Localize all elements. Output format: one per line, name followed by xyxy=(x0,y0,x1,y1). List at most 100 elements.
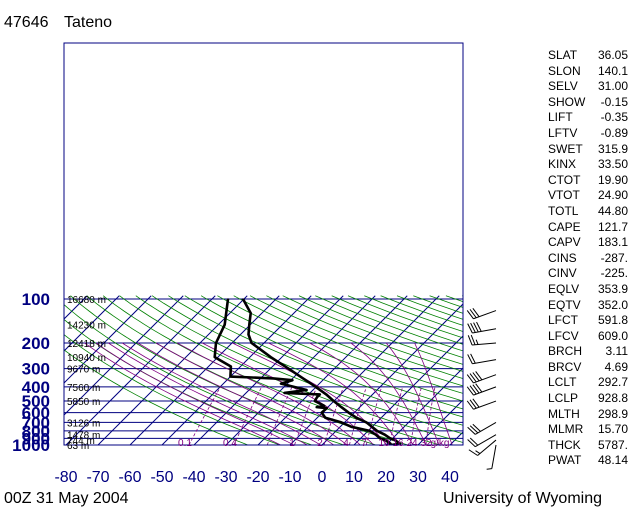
pressure-tick-label: 500 xyxy=(22,392,50,411)
moist-adiabat-6 xyxy=(137,342,335,445)
mixing-ratio-label: 0.1 xyxy=(178,438,192,449)
index-value: 928.8 xyxy=(597,391,628,406)
dewpoint-point xyxy=(215,342,217,344)
isotherm-20 xyxy=(385,367,463,445)
index-row-cinv: CINV -225. xyxy=(548,266,628,282)
index-value: 15.70 xyxy=(597,422,628,437)
mixing-ratio-line-16 xyxy=(389,386,403,445)
temperature-point xyxy=(249,312,252,314)
temperature-point xyxy=(242,298,244,300)
mixing-ratio-line-0_1 xyxy=(188,386,221,445)
mixing-ratio-label: 0.4 xyxy=(223,438,237,449)
index-name: MLMR xyxy=(548,422,584,437)
index-name: LFTV xyxy=(548,125,578,140)
index-row-totl: TOTL 44.80 xyxy=(548,204,628,220)
pressure-tick-label: 300 xyxy=(22,360,50,379)
dewpoint-point xyxy=(316,396,318,398)
mixing-ratio-line-7 xyxy=(349,386,367,445)
index-value: 5787. xyxy=(597,437,628,452)
isotherm--70 xyxy=(97,295,248,445)
dewpoint-point xyxy=(326,407,328,410)
index-value: 4.69 xyxy=(604,359,628,374)
mixing-ratio-line-4 xyxy=(323,386,344,445)
isotherm--80 xyxy=(65,295,216,445)
height-label: 9670 m xyxy=(67,365,100,376)
temperature-point xyxy=(394,439,396,441)
index-name: THCK xyxy=(548,437,581,452)
dewpoint-point xyxy=(227,298,229,300)
index-name: CINS xyxy=(548,250,577,265)
wind-barb xyxy=(466,383,497,396)
index-row-capv: CAPV 183.1 xyxy=(548,235,628,251)
temperature-tick-label: 0 xyxy=(318,469,327,486)
index-value: 315.9 xyxy=(597,141,628,156)
index-value: 591.8 xyxy=(597,313,628,328)
index-value: 183.1 xyxy=(597,235,628,250)
dewpoint-point xyxy=(272,377,275,380)
dry-adiabat-450 xyxy=(331,295,463,345)
index-value: 24.90 xyxy=(597,188,628,203)
index-name: SLAT xyxy=(548,48,578,62)
dewpoint-point xyxy=(319,393,321,396)
moist-adiabat--6 xyxy=(95,342,295,445)
temperature-point xyxy=(340,406,343,408)
temperature-point xyxy=(347,411,350,414)
station-id: 47646 xyxy=(4,14,49,31)
dewpoint-point xyxy=(350,426,353,428)
temperature-point xyxy=(248,323,251,326)
mixing-ratio-line-1 xyxy=(266,386,293,445)
temperature-point xyxy=(355,416,358,419)
pressure-tick-label: 400 xyxy=(22,378,50,397)
pressure-tick-label: 900 xyxy=(22,429,50,448)
index-row-eqlv: EQLV 353.9 xyxy=(548,282,628,298)
index-name: LFCT xyxy=(548,313,578,328)
wind-barb xyxy=(468,439,497,456)
index-name: LIFT xyxy=(548,110,573,125)
moist-adiabat-38 xyxy=(385,342,440,445)
temperature-point xyxy=(365,421,368,424)
index-name: CAPE xyxy=(548,219,581,234)
index-value: 31.00 xyxy=(597,79,628,94)
index-row-eqtv: EQTV 352.0 xyxy=(548,298,628,314)
index-value: 609.0 xyxy=(597,328,628,343)
index-name: BRCH xyxy=(548,344,583,359)
index-row-slat: SLAT 36.05 xyxy=(548,48,628,64)
index-row-mlmr: MLMR 15.70 xyxy=(548,422,628,438)
wind-barb xyxy=(467,421,497,435)
isotherm--140 xyxy=(0,296,23,448)
isotherm--100 xyxy=(64,295,152,384)
height-label: 7560 m xyxy=(67,383,100,394)
isotherm--90 xyxy=(64,295,184,416)
index-row-lfcv: LFCV 609.0 xyxy=(548,329,628,345)
index-name: BRCV xyxy=(548,359,582,374)
index-row-lftv: LFTV -0.89 xyxy=(548,126,628,142)
temperature-tick-label: -50 xyxy=(150,469,173,486)
dry-adiabat-410 xyxy=(266,295,463,372)
moist-adiabat-22 xyxy=(232,342,388,445)
moist-adiabat-34 xyxy=(350,342,427,445)
index-name: SLON xyxy=(548,63,581,78)
index-row-cins: CINS -287. xyxy=(548,251,628,267)
index-name: CTOT xyxy=(548,172,581,187)
height-label: 10940 m xyxy=(67,353,106,364)
temperature-tick-label: -80 xyxy=(54,469,77,486)
pressure-tick-label: 1000 xyxy=(12,436,50,455)
source-credit: University of Wyoming xyxy=(443,490,603,507)
dewpoint-point xyxy=(305,389,308,391)
dry-adiabat-310 xyxy=(102,295,442,445)
mixing-ratio-label: 2 xyxy=(317,438,323,449)
dry-adiabat-380 xyxy=(217,295,463,394)
temperature-point xyxy=(269,356,272,358)
index-name: LFCV xyxy=(548,328,579,343)
index-row-lift: LIFT -0.35 xyxy=(548,110,628,126)
dewpoint-point xyxy=(375,433,377,436)
index-row-lfct: LFCT 591.8 xyxy=(548,313,628,329)
index-row-vtot: VTOT 24.90 xyxy=(548,188,628,204)
index-value: 352.0 xyxy=(597,297,628,312)
pressure-tick-label: 200 xyxy=(22,334,50,353)
index-value: 44.80 xyxy=(597,203,628,218)
mixing-ratio-label: 7 xyxy=(361,438,367,449)
index-value: 121.7 xyxy=(597,219,628,234)
dewpoint-point xyxy=(213,356,216,358)
mixing-ratio-line-32 xyxy=(425,386,436,445)
